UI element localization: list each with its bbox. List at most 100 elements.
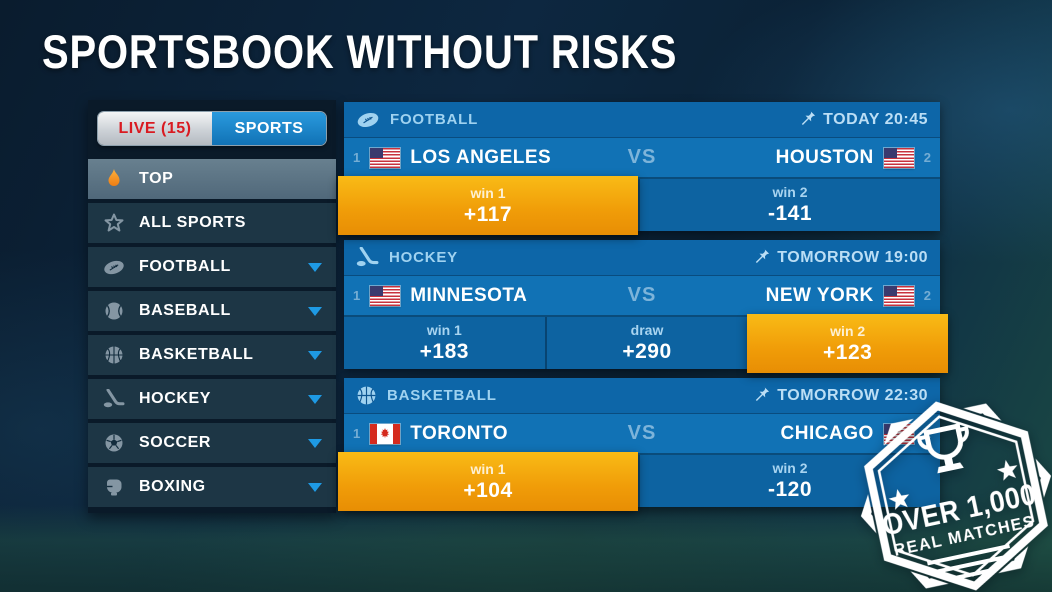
odds-row: win 1 +183 draw +290 win 2 +123 xyxy=(344,314,949,373)
chevron-down-icon xyxy=(308,438,322,448)
flag-us xyxy=(883,147,914,168)
baseball-icon xyxy=(102,301,126,321)
sidebar-item-label: SOCCER xyxy=(139,434,212,451)
stamp-hexagon xyxy=(860,401,1052,591)
sport-label: HOCKEY xyxy=(389,249,458,266)
odd-value: +123 xyxy=(823,340,873,364)
live-sports-tabs: LIVE (15) SPORTS xyxy=(98,112,326,145)
flag-us xyxy=(883,285,914,306)
odd-value: -120 xyxy=(767,478,813,501)
home-number: 1 xyxy=(353,288,361,303)
star-icon xyxy=(102,213,126,233)
page-title: SPORTSBOOK WITHOUT RISKS xyxy=(42,25,678,78)
sidebar-item-label: HOCKEY xyxy=(139,390,212,407)
match-time: TOMORROW 22:30 xyxy=(753,385,928,407)
sidebar-item-top[interactable]: TOP xyxy=(88,159,336,199)
odd-value: +183 xyxy=(419,340,469,363)
away-team: HOUSTON 2 xyxy=(656,147,931,169)
tab-sports[interactable]: SPORTS xyxy=(212,112,326,145)
football-icon xyxy=(102,259,126,276)
hockey-icon xyxy=(102,389,126,409)
bet-draw-button[interactable]: draw +290 xyxy=(544,317,748,369)
sidebar-item-basketball[interactable]: BASKETBALL xyxy=(88,335,336,375)
home-team: 1 MINNESOTA xyxy=(353,285,628,307)
flame-icon xyxy=(102,169,126,189)
vs-label: VS xyxy=(627,146,657,168)
odds-row: win 1 +117 win 2 -141 xyxy=(338,176,940,235)
sidebar-item-soccer[interactable]: SOCCER xyxy=(88,423,336,463)
odd-label: win 2 xyxy=(772,460,808,476)
card-header: FOOTBALL TODAY 20:45 xyxy=(344,102,940,138)
chevron-down-icon xyxy=(308,350,322,360)
odd-label: win 1 xyxy=(470,184,506,201)
home-team-name: LOS ANGELES xyxy=(410,146,552,168)
home-team-name: TORONTO xyxy=(410,422,509,444)
soccer-icon xyxy=(102,433,126,453)
sport-label: FOOTBALL xyxy=(390,111,479,128)
star-icon xyxy=(888,489,910,510)
flag-ca xyxy=(370,423,401,444)
chevron-down-icon xyxy=(308,306,322,316)
away-team-name: HOUSTON xyxy=(775,146,874,168)
bet-win1-button[interactable]: win 1 +183 xyxy=(344,317,545,369)
odd-label: win 2 xyxy=(772,184,808,200)
bet-win2-button[interactable]: win 2 +123 xyxy=(747,314,949,373)
hockey-icon xyxy=(356,247,379,268)
teams-row: 1 MINNESOTA VS NEW YORK 2 xyxy=(344,276,940,317)
odd-value: +117 xyxy=(463,202,513,226)
home-number: 1 xyxy=(353,150,361,165)
tab-live-label: LIVE xyxy=(118,119,157,137)
sport-label: BASKETBALL xyxy=(387,387,497,404)
sidebar-item-baseball[interactable]: BASEBALL xyxy=(88,291,336,331)
basketball-icon xyxy=(102,345,126,365)
flag-us xyxy=(370,147,401,168)
home-team: 1 LOS ANGELES xyxy=(353,147,628,169)
pin-icon xyxy=(753,385,770,407)
flag-us xyxy=(370,285,401,306)
match-time-label: TOMORROW 19:00 xyxy=(777,248,928,266)
sidebar-item-football[interactable]: FOOTBALL xyxy=(88,247,336,287)
bet-win1-button[interactable]: win 1 +117 xyxy=(338,176,638,235)
bet-win1-button[interactable]: win 1 +104 xyxy=(338,452,638,511)
sidebar-item-label: BOXING xyxy=(139,478,206,495)
match-time: TOMORROW 19:00 xyxy=(753,247,928,269)
pin-icon xyxy=(753,247,770,269)
away-team: NEW YORK 2 xyxy=(656,285,931,307)
pin-icon xyxy=(799,109,816,131)
sidebar-item-label: ALL SPORTS xyxy=(139,214,247,231)
live-count-badge: (15) xyxy=(161,119,192,137)
home-team-name: MINNESOTA xyxy=(410,284,528,306)
sidebar-item-label: TOP xyxy=(139,170,174,187)
odd-value: +104 xyxy=(463,478,513,502)
over-1000-badge: OVER 1,000 REAL MATCHES xyxy=(837,377,1052,592)
sidebar-item-label: FOOTBALL xyxy=(139,258,231,275)
teams-row: 1 LOS ANGELES VS HOUSTON 2 xyxy=(344,138,940,179)
home-number: 1 xyxy=(353,426,361,441)
chevron-down-icon xyxy=(308,262,322,272)
away-team-name: NEW YORK xyxy=(765,284,874,306)
card-header: HOCKEY TOMORROW 19:00 xyxy=(344,240,940,276)
home-team: 1 TORONTO xyxy=(353,423,628,445)
tab-live[interactable]: LIVE (15) xyxy=(98,112,212,145)
sidebar-item-hockey[interactable]: HOCKEY xyxy=(88,379,336,419)
sidebar-item-label: BASKETBALL xyxy=(139,346,254,363)
bet-win2-button[interactable]: win 2 -141 xyxy=(638,179,940,231)
match-list: FOOTBALL TODAY 20:45 1 LOS ANGELES VS HO… xyxy=(338,102,949,511)
trophy-icon xyxy=(917,423,969,474)
sidebar-item-boxing[interactable]: BOXING xyxy=(88,467,336,507)
chevron-down-icon xyxy=(308,394,322,404)
odd-label: win 1 xyxy=(470,460,506,477)
odd-label: win 2 xyxy=(830,322,866,339)
sidebar-item-label: BASEBALL xyxy=(139,302,231,319)
bet-win2-button[interactable]: win 2 -120 xyxy=(638,455,940,507)
odd-value: -141 xyxy=(767,202,813,225)
away-number: 2 xyxy=(923,150,931,165)
vs-label: VS xyxy=(627,422,657,444)
match-card-hockey: HOCKEY TOMORROW 19:00 1 MINNESOTA VS NEW… xyxy=(344,240,949,373)
star-icon xyxy=(996,459,1018,481)
sidebar-item-all-sports[interactable]: ALL SPORTS xyxy=(88,203,336,243)
chevron-down-icon xyxy=(308,482,322,492)
match-card-football: FOOTBALL TODAY 20:45 1 LOS ANGELES VS HO… xyxy=(338,102,940,235)
boxing-icon xyxy=(102,477,126,497)
